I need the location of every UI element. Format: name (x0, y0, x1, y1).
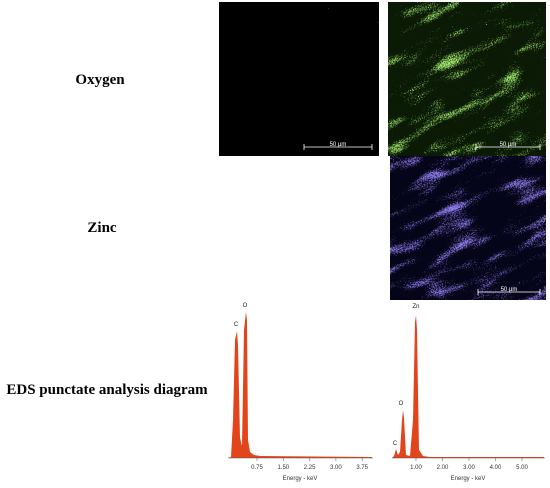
row-label: EDS punctate analysis diagram (6, 382, 208, 398)
peak-label: Zn (412, 304, 419, 310)
spectrum (392, 315, 545, 459)
map: 50 µm (219, 2, 380, 157)
tick-label: 1.00 (410, 465, 422, 471)
axis-label: Energy - keV (283, 476, 318, 482)
tick-label: 2.25 (304, 465, 316, 471)
peak-label: C (234, 322, 239, 328)
map: 50 µm (389, 155, 547, 300)
scale-bar-label: 50 µm (500, 142, 517, 148)
spectrum (228, 312, 373, 459)
row-label: Oxygen (75, 72, 125, 88)
axis-label: Energy - keV (451, 476, 486, 482)
tick-label: 3.00 (330, 465, 342, 471)
scale-bar-label: 50 µm (501, 287, 518, 293)
tick-label: 0.75 (251, 465, 263, 471)
tick-label: 3.00 (463, 465, 475, 471)
peak-label: O (399, 401, 404, 407)
map: 50 µm (388, 1, 547, 156)
tick-label: 3.75 (356, 465, 368, 471)
peak-label: O (243, 303, 248, 309)
tick-label: 2.00 (437, 465, 449, 471)
row-label: Zinc (87, 220, 117, 236)
scale-bar-label: 50 µm (330, 142, 347, 148)
tick-label: 4.00 (490, 465, 502, 471)
tick-label: 1.50 (277, 465, 289, 471)
tick-label: 5.00 (516, 465, 528, 471)
peak-label: C (393, 441, 398, 447)
